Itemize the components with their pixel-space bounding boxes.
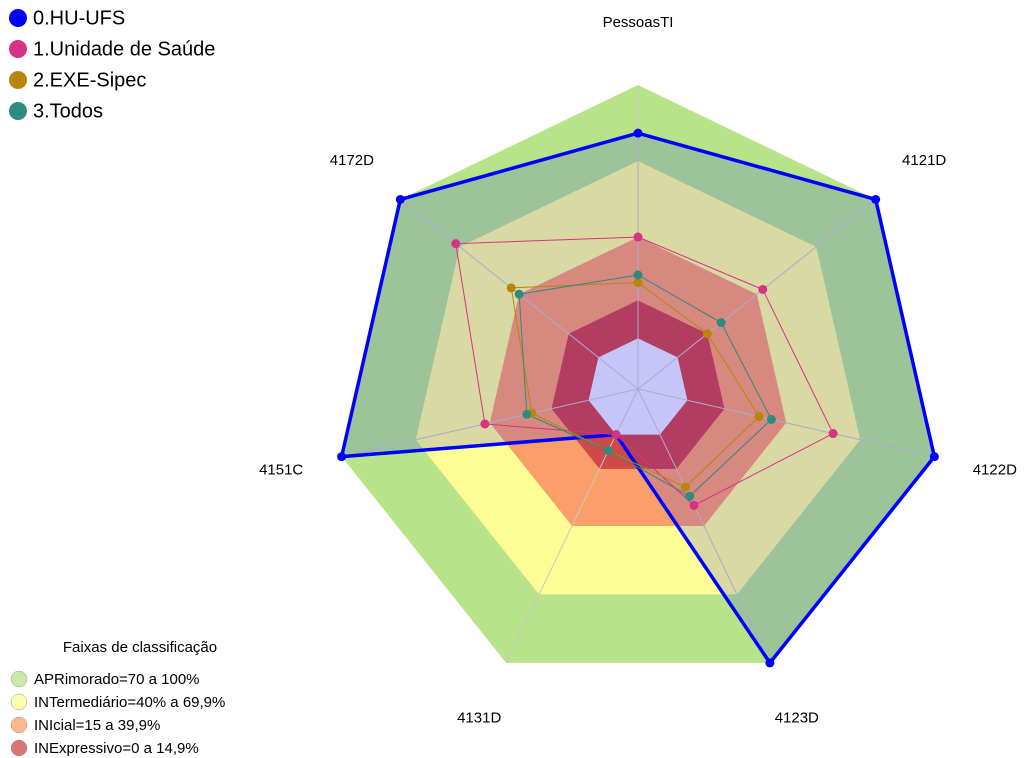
data-point — [633, 128, 643, 138]
legend-label: 3.Todos — [33, 100, 103, 122]
data-point — [603, 446, 613, 456]
data-point — [702, 329, 712, 339]
band-label: INIcial=15 a 39,9% — [34, 717, 160, 734]
axis-label: 4121D — [902, 152, 946, 169]
data-point — [871, 194, 881, 204]
legend-swatch — [9, 102, 27, 120]
spoke — [637, 388, 935, 458]
axis-label: PessoasTI — [603, 14, 674, 31]
spoke — [341, 388, 639, 458]
legend-swatch — [9, 40, 27, 58]
band-swatch — [10, 693, 28, 711]
axis-label: 4172D — [330, 152, 374, 169]
band-label: APRimorado=70 a 100% — [34, 671, 200, 688]
axis-label: 4151C — [259, 461, 303, 478]
band-label: INExpressivo=0 a 14,9% — [34, 740, 199, 757]
data-point — [633, 232, 643, 242]
legend-label: 1.Unidade de Saúde — [33, 38, 215, 60]
data-point — [680, 482, 690, 492]
data-point — [480, 419, 490, 429]
legend-swatch — [9, 71, 27, 89]
data-point — [765, 658, 775, 668]
legend-swatch — [9, 9, 27, 27]
bands-title: Faixas de classificação — [63, 639, 217, 656]
data-point — [611, 430, 621, 440]
data-point — [522, 409, 532, 419]
data-point — [828, 429, 838, 439]
data-point — [506, 283, 516, 293]
data-point — [633, 278, 643, 288]
series-line — [510, 282, 760, 488]
band-swatch — [10, 739, 28, 757]
data-point — [514, 289, 524, 299]
spoke — [637, 199, 876, 390]
axis-label: 4122D — [973, 461, 1017, 478]
data-point — [689, 500, 699, 510]
legend-label: 0.HU-UFS — [33, 7, 125, 29]
series-line — [455, 236, 834, 507]
data-point — [754, 412, 764, 422]
series-line — [518, 274, 772, 497]
spoke — [637, 388, 771, 664]
band-swatch — [10, 670, 28, 688]
data-point — [395, 194, 405, 204]
data-point — [633, 270, 643, 280]
data-point — [685, 491, 695, 501]
series-line — [339, 131, 937, 666]
legend-label: 2.EXE-Sipec — [33, 69, 146, 91]
data-point — [766, 414, 776, 424]
axis-label: 4123D — [775, 710, 819, 727]
data-point — [716, 318, 726, 328]
band-swatch — [10, 716, 28, 734]
data-point — [929, 452, 939, 462]
data-point — [758, 284, 768, 294]
axis-label: 4131D — [457, 710, 501, 727]
data-point — [337, 452, 347, 462]
band-label: INTermediário=40% a 69,9% — [34, 694, 225, 711]
data-point — [451, 239, 461, 249]
